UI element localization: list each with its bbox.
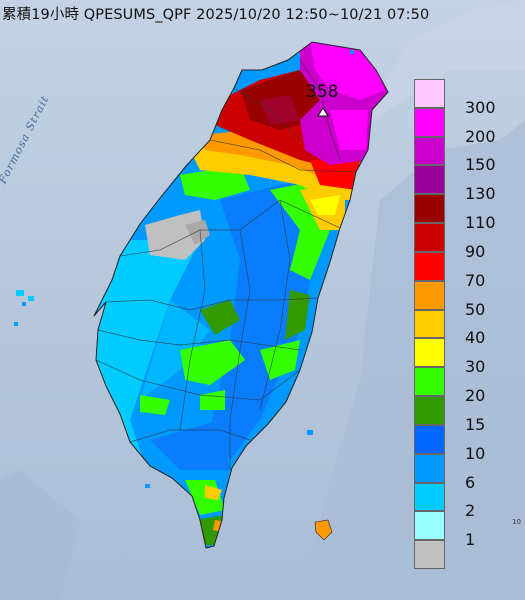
legend-label: 70	[465, 271, 485, 290]
rainfall-legend	[414, 79, 445, 569]
legend-swatch	[414, 454, 445, 483]
legend-swatch	[414, 540, 445, 569]
legend-label: 6	[465, 473, 475, 492]
legend-label: 110	[465, 213, 496, 232]
legend-swatch	[414, 310, 445, 339]
legend-label: 300	[465, 98, 496, 117]
legend-swatch	[414, 108, 445, 137]
legend-label: 30	[465, 357, 485, 376]
legend-swatch	[414, 252, 445, 281]
legend-label: 200	[465, 127, 496, 146]
legend-swatch	[414, 483, 445, 512]
legend-swatch	[414, 367, 445, 396]
legend-swatch	[414, 281, 445, 310]
legend-label: 20	[465, 386, 485, 405]
map-title: 累積19小時 QPESUMS_QPF 2025/10/20 12:50~10/2…	[2, 3, 429, 24]
legend-label: 130	[465, 184, 496, 203]
legend-label: 1	[465, 530, 475, 549]
legend-swatch	[414, 511, 445, 540]
legend-label: 2	[465, 501, 475, 520]
legend-swatch	[414, 194, 445, 223]
legend-label: 50	[465, 300, 485, 319]
edge-label: 10	[512, 518, 521, 526]
legend-swatch	[414, 79, 445, 108]
legend-label: 10	[465, 444, 485, 463]
legend-label: 150	[465, 155, 496, 174]
legend-label: 40	[465, 328, 485, 347]
legend-swatch	[414, 425, 445, 454]
legend-label: 15	[465, 415, 485, 434]
peak-value: 358	[306, 82, 338, 102]
legend-swatch	[414, 137, 445, 166]
legend-swatch	[414, 338, 445, 367]
legend-swatch	[414, 223, 445, 252]
legend-swatch	[414, 396, 445, 425]
legend-swatch	[414, 165, 445, 194]
legend-label: 90	[465, 242, 485, 261]
